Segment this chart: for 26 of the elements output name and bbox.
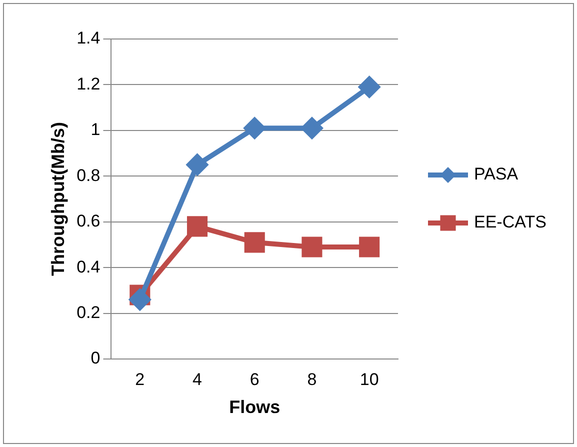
y-axis-title: Throughput(Mb/s) bbox=[48, 122, 68, 276]
y-tick-label: 0 bbox=[90, 348, 100, 368]
y-tick-label: 0.6 bbox=[76, 212, 100, 231]
y-tick-label: 1 bbox=[90, 120, 100, 140]
point bbox=[302, 236, 322, 258]
x-tick-label: 4 bbox=[192, 370, 202, 389]
y-tick-label: 0.4 bbox=[76, 257, 100, 276]
x-axis-title: Flows bbox=[229, 397, 280, 418]
y-tick-label: 1.2 bbox=[76, 74, 100, 94]
x-tick-label: 6 bbox=[250, 370, 260, 389]
point bbox=[129, 289, 150, 310]
y-tick-label: 0.2 bbox=[76, 302, 100, 322]
point bbox=[244, 118, 266, 139]
legend-label: EE-CATS bbox=[474, 212, 546, 232]
point bbox=[186, 154, 208, 176]
point bbox=[244, 232, 265, 253]
y-tick-label: 0.8 bbox=[76, 166, 100, 185]
point bbox=[301, 118, 322, 139]
x-tick-label: 8 bbox=[307, 370, 317, 389]
x-tick-label: 2 bbox=[135, 370, 145, 389]
point bbox=[359, 236, 380, 258]
point bbox=[358, 76, 380, 98]
legend-label: PASA bbox=[474, 164, 519, 184]
y-tick-label: 1.4 bbox=[76, 28, 100, 48]
point bbox=[186, 216, 208, 237]
x-tick-label: 10 bbox=[360, 370, 379, 389]
